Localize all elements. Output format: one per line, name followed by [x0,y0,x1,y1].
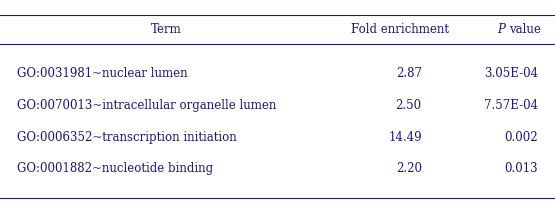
Text: 3.05E-04: 3.05E-04 [484,67,538,80]
Text: Term: Term [151,23,182,36]
Text: 2.87: 2.87 [396,67,422,80]
Text: 14.49: 14.49 [388,131,422,144]
Text: GO:0070013~intracellular organelle lumen: GO:0070013~intracellular organelle lumen [17,99,276,112]
Text: GO:0001882~nucleotide binding: GO:0001882~nucleotide binding [17,162,213,175]
Text: 2.20: 2.20 [396,162,422,175]
Text: 0.013: 0.013 [504,162,538,175]
Text: value: value [509,23,541,36]
Text: 2.50: 2.50 [396,99,422,112]
Text: 7.57E-04: 7.57E-04 [484,99,538,112]
Text: Fold enrichment: Fold enrichment [351,23,448,36]
Text: P: P [497,23,504,36]
Text: GO:0006352~transcription initiation: GO:0006352~transcription initiation [17,131,236,144]
Text: 0.002: 0.002 [504,131,538,144]
Text: GO:0031981~nuclear lumen: GO:0031981~nuclear lumen [17,67,187,80]
